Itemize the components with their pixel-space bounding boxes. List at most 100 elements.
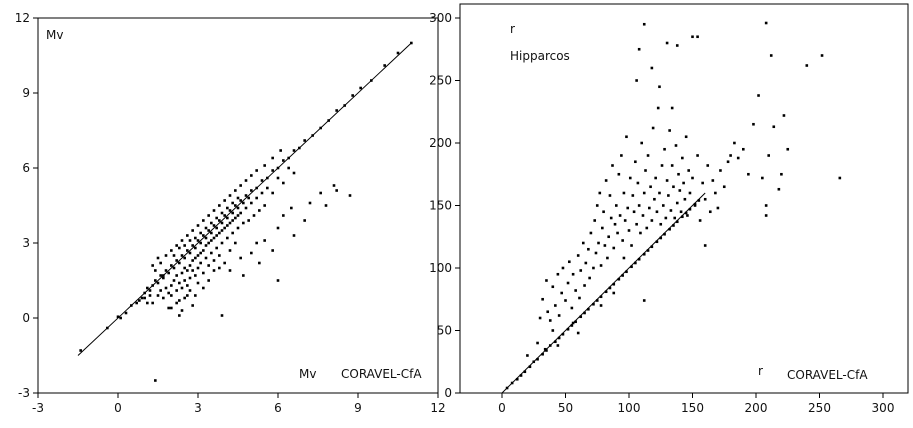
data-point xyxy=(183,244,186,247)
data-point xyxy=(175,289,178,292)
data-point xyxy=(608,194,612,197)
data-point xyxy=(589,231,593,235)
data-point xyxy=(210,231,213,235)
data-point xyxy=(706,164,710,167)
data-point xyxy=(220,314,224,317)
data-point xyxy=(560,291,563,295)
data-point xyxy=(228,194,232,197)
data-point xyxy=(194,294,197,297)
data-point xyxy=(588,276,591,280)
data-point xyxy=(186,234,189,237)
data-point xyxy=(191,244,194,247)
data-point xyxy=(271,169,274,172)
data-point xyxy=(239,199,242,202)
data-point xyxy=(292,234,296,237)
data-point xyxy=(648,206,651,210)
data-point xyxy=(188,276,192,280)
data-point xyxy=(194,236,197,240)
data-point xyxy=(691,176,694,180)
data-point xyxy=(186,249,189,252)
data-point xyxy=(574,320,577,324)
data-point xyxy=(625,270,628,274)
data-point xyxy=(188,239,192,242)
y-tick-label: 50 xyxy=(437,324,452,338)
data-point xyxy=(650,219,654,222)
data-point xyxy=(688,207,692,211)
data-point xyxy=(761,176,764,180)
data-point xyxy=(175,244,178,247)
data-point xyxy=(196,254,200,257)
data-point xyxy=(682,181,685,185)
data-point xyxy=(566,327,570,331)
data-point xyxy=(716,206,720,210)
data-point xyxy=(599,295,603,299)
data-point xyxy=(252,214,256,217)
data-point xyxy=(351,94,354,97)
data-point xyxy=(656,106,660,110)
data-point xyxy=(172,279,176,282)
data-point xyxy=(684,135,688,139)
data-point xyxy=(226,224,229,227)
data-point xyxy=(124,311,128,315)
data-point xyxy=(587,247,590,251)
data-point xyxy=(202,249,205,252)
data-point xyxy=(202,271,205,275)
data-point xyxy=(220,229,224,232)
data-point xyxy=(722,185,726,189)
data-point xyxy=(271,191,274,195)
data-point xyxy=(670,164,674,167)
data-point xyxy=(186,294,189,297)
data-point xyxy=(159,274,162,277)
data-point xyxy=(263,164,266,167)
data-point xyxy=(231,219,234,222)
data-point xyxy=(183,279,186,282)
data-point xyxy=(162,276,165,280)
data-point xyxy=(658,191,661,195)
data-point xyxy=(650,245,654,249)
data-point xyxy=(212,224,216,227)
data-point xyxy=(242,201,245,205)
data-point xyxy=(519,374,523,377)
data-point xyxy=(764,214,768,217)
data-point xyxy=(138,299,141,302)
data-point xyxy=(764,21,768,25)
data-point xyxy=(191,229,194,232)
data-point xyxy=(210,221,213,225)
x-axis-label-source: CORAVEL-CfA xyxy=(341,367,422,381)
data-point xyxy=(199,231,202,235)
data-point xyxy=(239,184,242,187)
data-point xyxy=(634,261,637,265)
data-point xyxy=(703,197,707,201)
data-point xyxy=(642,22,646,26)
data-point xyxy=(686,214,689,217)
data-point xyxy=(239,256,242,260)
data-point xyxy=(116,315,120,319)
data-point xyxy=(207,229,210,232)
data-point xyxy=(303,139,306,142)
data-point xyxy=(696,154,699,157)
data-point xyxy=(617,172,621,176)
x-tick-label: 9 xyxy=(354,401,362,415)
y-tick-label: 250 xyxy=(429,74,452,88)
data-point xyxy=(659,222,663,226)
data-point xyxy=(752,122,755,126)
data-point xyxy=(612,246,616,250)
data-point xyxy=(661,204,665,207)
data-point xyxy=(642,191,646,195)
data-point xyxy=(228,221,232,225)
data-point xyxy=(536,357,539,361)
data-point xyxy=(236,206,240,210)
data-point xyxy=(630,244,633,247)
data-point xyxy=(242,274,245,277)
data-point xyxy=(260,191,264,195)
data-point xyxy=(681,156,684,160)
data-point xyxy=(146,286,149,290)
data-point xyxy=(696,35,699,39)
y-tick-label: 0 xyxy=(444,386,452,400)
data-point xyxy=(678,189,682,192)
data-point xyxy=(191,259,194,262)
data-point xyxy=(223,199,226,202)
data-point xyxy=(282,181,285,185)
data-point xyxy=(566,281,570,285)
